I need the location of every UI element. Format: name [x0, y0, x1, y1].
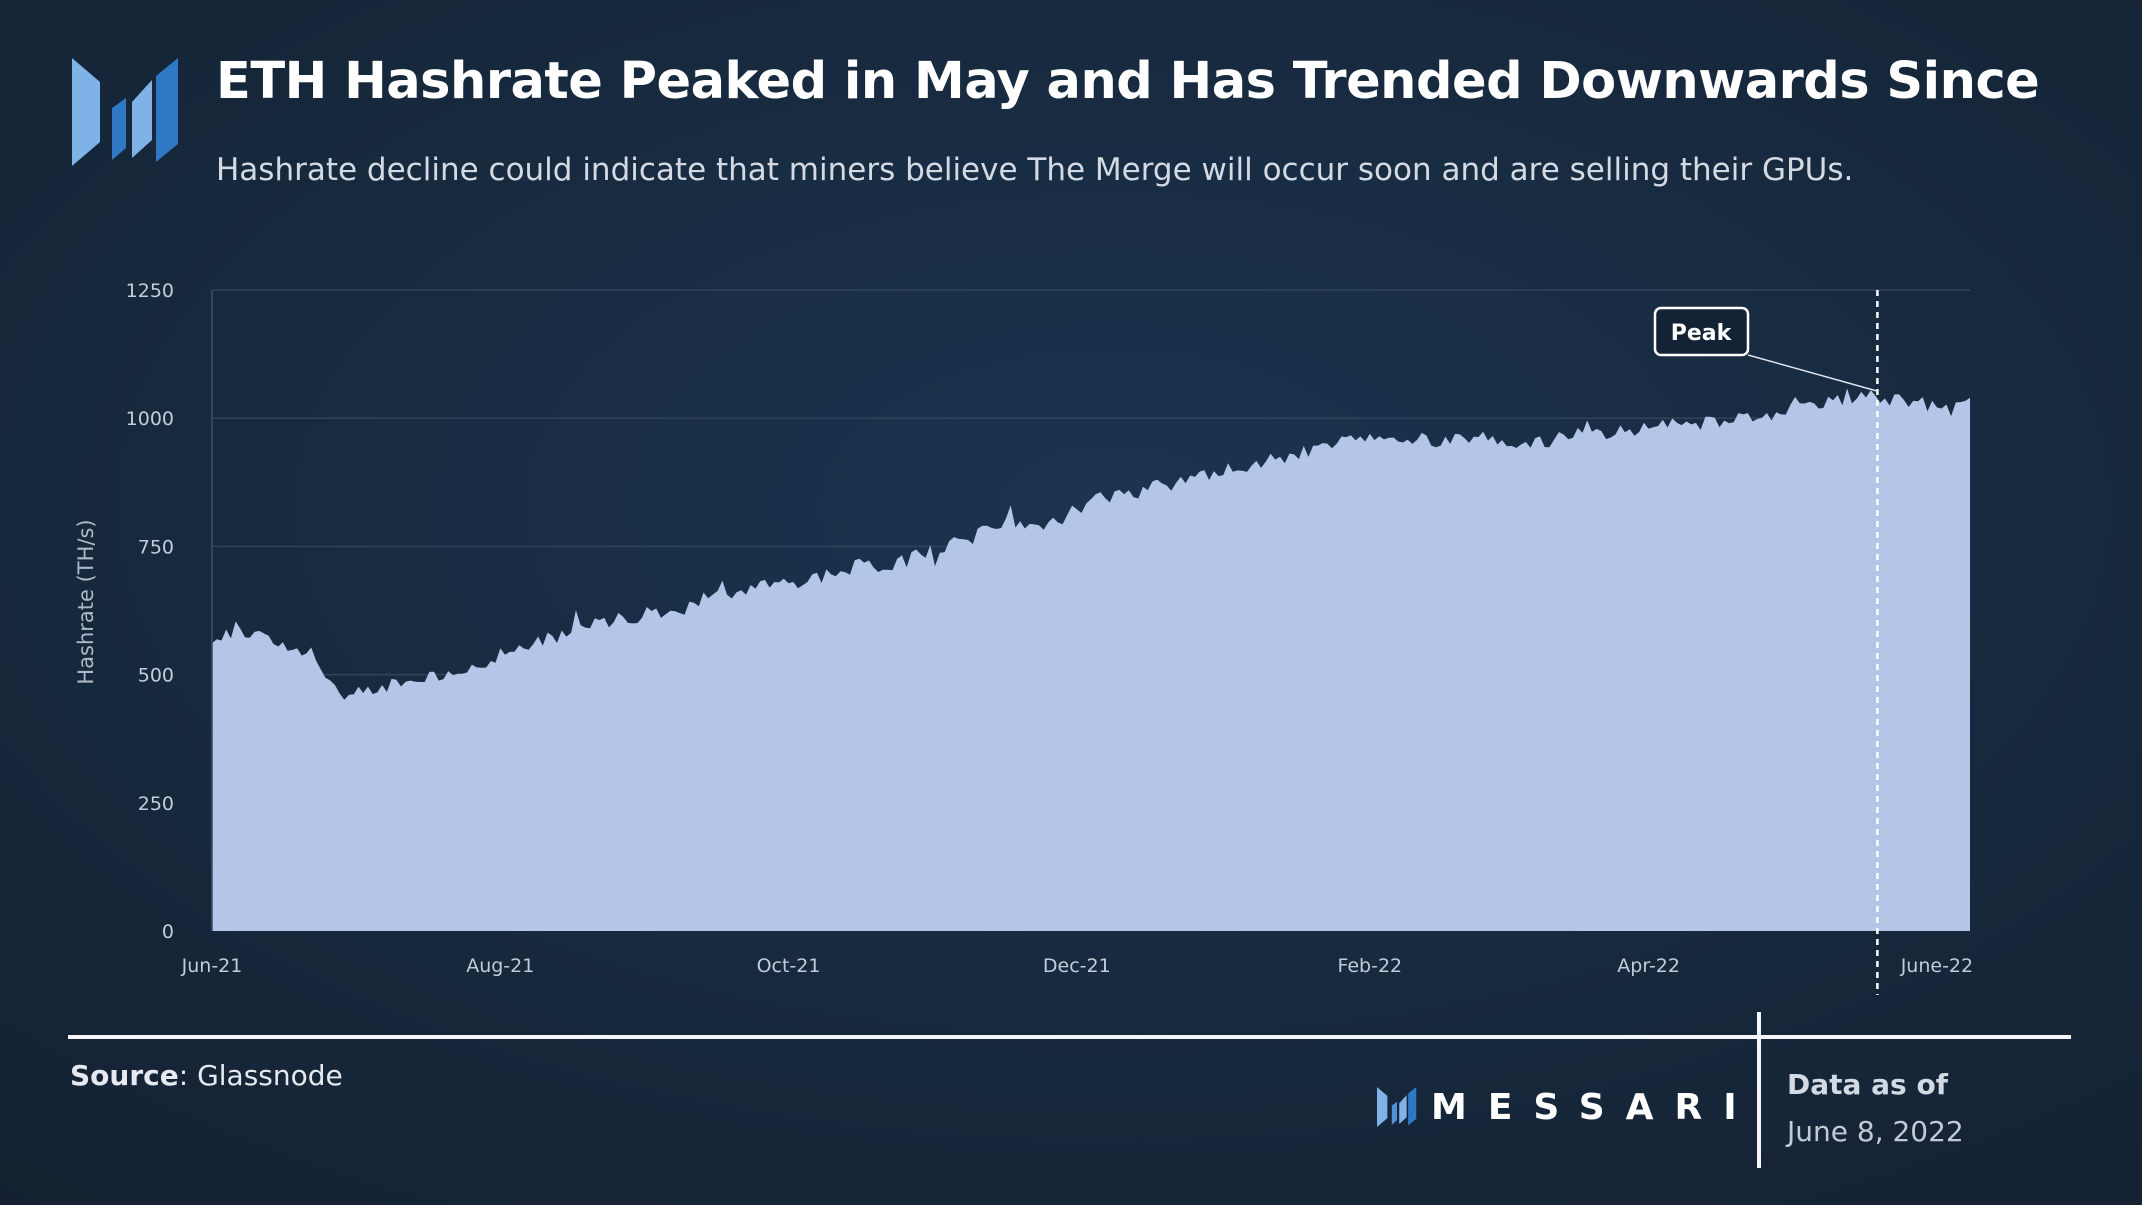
hashrate-area — [212, 388, 1970, 931]
x-tick-label: Jun-21 — [181, 955, 243, 977]
footer-divider — [68, 1035, 2071, 1039]
messari-mark-icon — [1377, 1087, 1417, 1127]
messari-logo-icon — [72, 58, 178, 166]
logo-right-bar — [156, 58, 178, 162]
messari-brand: MESSARI — [1375, 1085, 1737, 1129]
area-series — [212, 388, 1970, 931]
logo-right-inner-bar — [132, 80, 152, 158]
x-tick-labels: Jun-21 Aug-21 Oct-21 Dec-21 Feb-22 Apr-22 June… — [181, 955, 1973, 977]
logo-middle-bar — [112, 98, 126, 160]
x-tick-label: Oct-21 — [757, 955, 821, 977]
y-tick-label: 500 — [138, 665, 174, 687]
y-tick-label: 0 — [162, 921, 174, 943]
data-as-of-label: Data as of — [1787, 1068, 1948, 1101]
peak-leader-line — [1747, 354, 1878, 392]
x-tick-label: Dec-21 — [1043, 955, 1111, 977]
brand-wordmark: MESSARI — [1431, 1086, 1758, 1128]
footer-vertical-divider — [1757, 1012, 1761, 1168]
data-as-of-date: June 8, 2022 — [1787, 1115, 1964, 1148]
y-tick-label: 1000 — [126, 408, 174, 430]
x-tick-label: Apr-22 — [1617, 955, 1680, 977]
x-tick-label: Aug-21 — [466, 955, 534, 977]
y-axis-label: Hashrate (TH/s) — [74, 519, 98, 684]
x-tick-label: June-22 — [1900, 955, 1973, 977]
x-tick-label: Feb-22 — [1337, 955, 1402, 977]
source-label: Source — [70, 1059, 179, 1092]
peak-annotation: Peak — [1653, 290, 1879, 995]
y-tick-label: 250 — [138, 793, 174, 815]
y-tick-labels: 0 250 500 750 1000 1250 — [126, 280, 174, 943]
chart-subtitle: Hashrate decline could indicate that min… — [216, 152, 1854, 188]
chart-title: ETH Hashrate Peaked in May and Has Trend… — [216, 52, 2040, 111]
y-tick-label: 1250 — [126, 280, 174, 302]
peak-callout-box — [1653, 306, 1750, 357]
logo-left-bar — [72, 58, 100, 166]
peak-callout-label: Peak — [1671, 321, 1733, 346]
y-tick-label: 750 — [138, 536, 174, 558]
source-note: Source: Glassnode — [70, 1059, 343, 1092]
source-value: : Glassnode — [178, 1059, 343, 1092]
